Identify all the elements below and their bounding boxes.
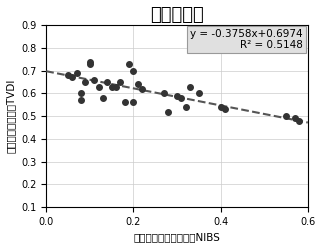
Point [297, 119, 302, 123]
Point [100, 96, 106, 100]
Point [196, 92, 201, 95]
Point [122, 100, 127, 104]
Point [79, 98, 84, 102]
Title: 江淮平原区: 江淮平原区 [150, 5, 204, 24]
Point [218, 105, 223, 109]
Point [126, 62, 132, 66]
Point [292, 116, 297, 120]
Point [70, 75, 75, 79]
Point [74, 71, 79, 75]
Point [179, 96, 184, 100]
Point [222, 107, 228, 111]
Point [96, 85, 101, 89]
Point [174, 94, 179, 98]
Point [79, 92, 84, 95]
Y-axis label: 温度植被干旱指数TVDI: 温度植被干旱指数TVDI [5, 79, 15, 153]
Point [105, 80, 110, 84]
Point [87, 62, 92, 66]
Text: y = -0.3758x+0.6974
R² = 0.5148: y = -0.3758x+0.6974 R² = 0.5148 [190, 29, 303, 50]
Point [140, 87, 145, 91]
Point [161, 92, 167, 95]
Point [283, 114, 289, 118]
Point [118, 80, 123, 84]
X-axis label: 归一化叶绿素荧光指数NIBS: 归一化叶绿素荧光指数NIBS [134, 232, 221, 243]
Point [113, 85, 118, 89]
Point [109, 85, 114, 89]
Point [131, 69, 136, 73]
Point [135, 82, 140, 86]
Point [166, 110, 171, 114]
Point [183, 105, 188, 109]
Point [91, 78, 97, 82]
Point [65, 73, 71, 77]
Point [87, 60, 92, 63]
Point [187, 85, 193, 89]
Point [131, 100, 136, 104]
Point [83, 80, 88, 84]
